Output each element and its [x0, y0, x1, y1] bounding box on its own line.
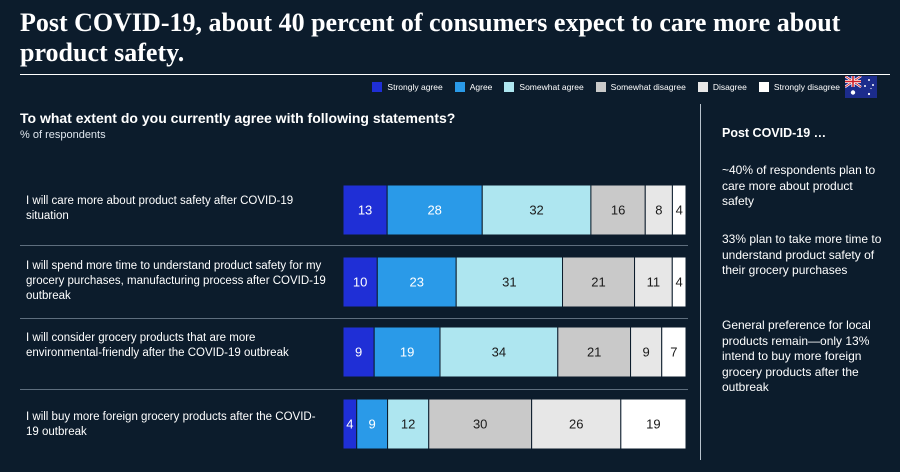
bar-segment-strongly-disagree — [620, 398, 687, 450]
row-label: I will care more about product safety af… — [26, 195, 294, 222]
bar-segment-somewhat-disagree — [590, 184, 646, 236]
bar-segment-somewhat-disagree — [562, 256, 636, 308]
bar-segment-somewhat-agree — [439, 326, 559, 378]
bar-value-label: 4 — [676, 203, 683, 218]
sidebar-note: ~40% of respondents plan to care more ab… — [722, 163, 876, 208]
bar-value-label: 28 — [427, 203, 441, 218]
legend-swatch — [697, 82, 708, 92]
row-separator — [20, 245, 688, 246]
sidebar-note: General preference for local products re… — [722, 318, 871, 394]
bar-value-label: 9 — [355, 345, 362, 360]
legend-swatch — [372, 82, 383, 92]
bar-value-label: 19 — [400, 345, 414, 360]
bar-segment-agree — [386, 184, 483, 236]
chart-subtitle: % of respondents — [20, 129, 106, 141]
bar-value-label: 7 — [670, 345, 677, 360]
bar-value-label: 9 — [369, 417, 376, 432]
legend: Strongly agree Agree Somewhat agree Some… — [360, 80, 840, 94]
row-separator — [20, 389, 688, 390]
bar-segment-somewhat-disagree — [557, 326, 632, 378]
bar-value-label: 11 — [647, 275, 661, 290]
legend-label: Somewhat disagree — [610, 82, 686, 92]
bar-value-label: 21 — [591, 275, 605, 290]
bar-value-label: 21 — [587, 345, 601, 360]
sidebar-title: Post COVID-19 … — [722, 126, 827, 140]
legend-label: Strongly disagree — [773, 82, 840, 92]
legend-label: Somewhat agree — [519, 82, 584, 92]
legend-label: Strongly agree — [387, 82, 443, 92]
title-rule — [20, 74, 890, 75]
bar-segment-strongly-disagree — [671, 256, 687, 308]
row-label: I will spend more time to understand pro… — [26, 260, 326, 302]
legend-item-somewhat-agree: Somewhat agree — [504, 82, 584, 92]
legend-label: Agree — [469, 82, 493, 92]
bar-value-label: 4 — [676, 275, 683, 290]
row-separator — [20, 318, 688, 319]
legend-item-agree: Agree — [454, 82, 493, 92]
panel-divider — [700, 104, 701, 460]
bar-value-label: 31 — [502, 275, 516, 290]
bar-value-label: 8 — [655, 203, 662, 218]
legend-swatch — [758, 82, 769, 92]
legend-item-disagree: Disagree — [697, 82, 747, 92]
bar-value-label: 10 — [353, 275, 367, 290]
bar-segment-strongly-agree — [342, 184, 388, 236]
legend-swatch — [454, 82, 465, 92]
bar-value-label: 4 — [346, 417, 353, 432]
row-label: I will consider grocery products that ar… — [26, 332, 289, 359]
legend-swatch — [504, 82, 515, 92]
headline: Post COVID-19, about 40 percent of consu… — [20, 8, 841, 67]
legend-swatch — [595, 82, 606, 92]
bar-value-label: 12 — [401, 417, 415, 432]
legend-item-strongly-agree: Strongly agree — [372, 82, 443, 92]
bar-segment-disagree — [634, 256, 673, 308]
bar-value-label: 23 — [410, 275, 424, 290]
bar-value-label: 16 — [611, 203, 625, 218]
bar-segment-disagree — [644, 184, 673, 236]
union-jack-canton — [845, 76, 862, 88]
bar-segment-somewhat-agree — [481, 184, 592, 236]
bar-segment-somewhat-agree — [455, 256, 564, 308]
bar-value-label: 26 — [569, 417, 583, 432]
bar-segment-strongly-disagree — [661, 326, 687, 378]
bar-value-label: 13 — [358, 203, 372, 218]
sidebar-note: 33% plan to take more time to understand… — [722, 232, 882, 277]
bar-value-label: 30 — [473, 417, 487, 432]
bar-value-label: 9 — [643, 345, 650, 360]
legend-item-somewhat-disagree: Somewhat disagree — [595, 82, 686, 92]
bar-value-label: 19 — [646, 417, 660, 432]
bar-segment-agree — [356, 398, 389, 450]
legend-item-strongly-disagree: Strongly disagree — [758, 82, 840, 92]
bar-segment-agree — [376, 256, 457, 308]
bar-value-label: 32 — [529, 203, 543, 218]
bar-segment-disagree — [531, 398, 622, 450]
legend-label: Disagree — [712, 82, 747, 92]
stacked-bar-chart: 13 28 32 16 8 410 23 31 21 11 49 19 34 21 9 74 9 12 30 26 19 — [342, 184, 687, 450]
bar-segment-strongly-disagree — [671, 184, 687, 236]
bar-value-label: 34 — [492, 345, 506, 360]
chart-question: To what extent do you currently agree wi… — [20, 110, 456, 126]
bar-segment-disagree — [630, 326, 663, 378]
bar-segment-strongly-agree — [342, 326, 375, 378]
bar-segment-strongly-agree — [342, 256, 378, 308]
row-label: I will buy more foreign grocery products… — [26, 411, 316, 438]
australia-flag-icon — [845, 76, 877, 98]
